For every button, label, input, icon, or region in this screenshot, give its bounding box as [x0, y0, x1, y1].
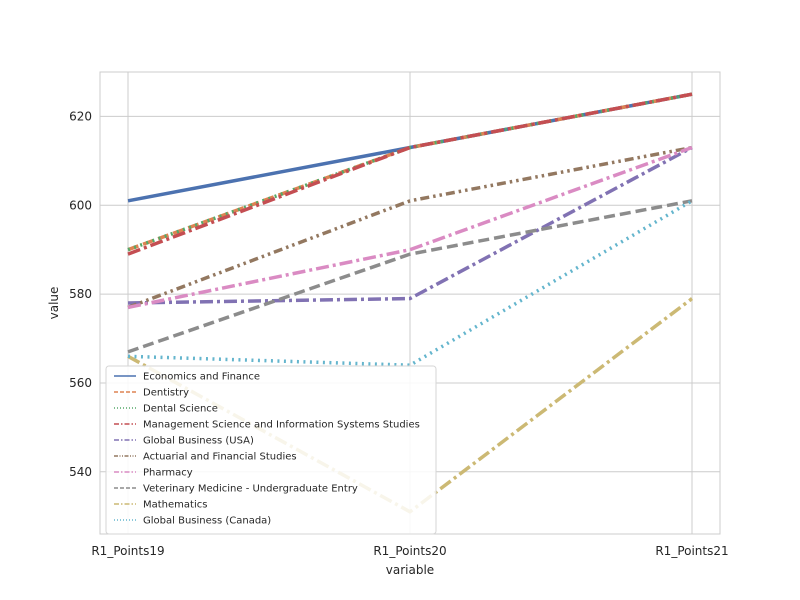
legend-label: Global Business (USA): [143, 436, 254, 447]
y-tick-label: 560: [69, 376, 92, 390]
tick-labels: 540 560 580 600 620 R1_Points19 R1_Points20 R1_…: [69, 109, 729, 558]
legend-label: Mathematics: [143, 500, 207, 511]
y-tick-label: 600: [69, 198, 92, 212]
series-line-5: [127, 145, 693, 310]
series-line-3: [127, 92, 693, 256]
y-tick-label: 580: [69, 287, 92, 301]
legend-label: Dentistry: [143, 388, 189, 399]
legend-box: [105, 365, 437, 535]
series-line-4: [127, 145, 693, 305]
y-tick-label: 540: [69, 465, 92, 479]
series-line-2: [127, 92, 693, 252]
y-tick-label: 620: [69, 109, 92, 123]
series-lines: [127, 92, 694, 514]
x-axis-label: variable: [386, 563, 434, 577]
legend-label: Global Business (Canada): [143, 516, 271, 527]
series-line-1: [127, 92, 693, 252]
series-line-7: [127, 199, 693, 354]
legend-label: Management Science and Information Syste…: [143, 420, 420, 431]
legend-label: Economics and Finance: [143, 372, 260, 383]
legend-label: Actuarial and Financial Studies: [143, 452, 297, 463]
legend-label: Pharmacy: [143, 468, 193, 479]
legend-label: Veterinary Medicine - Undergraduate Entr…: [143, 484, 358, 495]
legend-label: Dental Science: [143, 404, 218, 415]
legend: Economics and Finance Dentistry Dental Sci…: [105, 365, 437, 535]
series-line-6: [127, 145, 693, 310]
y-axis-label: value: [47, 287, 61, 320]
x-tick-label: R1_Points19: [91, 544, 164, 558]
x-tick-label: R1_Points20: [373, 544, 446, 558]
x-tick-label: R1_Points21: [655, 544, 728, 558]
